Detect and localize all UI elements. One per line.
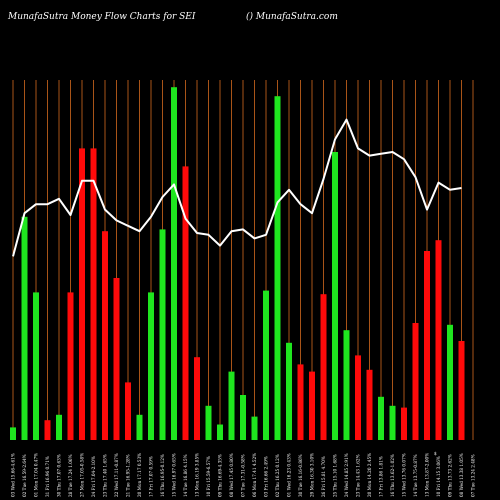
- flow-bar: [67, 292, 74, 440]
- flow-bar: [320, 294, 327, 440]
- x-tick-label: 03 Wed 15.66-4.61%: [11, 453, 16, 497]
- flow-bar: [366, 369, 373, 440]
- flow-bar: [378, 396, 384, 440]
- x-tick-label: 20 Mon 17.17 0.53%: [137, 453, 142, 497]
- x-axis-tick-labels: 03 Wed 15.66-4.61% 02 Tue 16.59-2.64% 01 M…: [11, 453, 476, 497]
- flow-bar: [33, 292, 39, 440]
- x-tick-label: 02 Thu 16.25 0.12%: [275, 454, 280, 497]
- x-tick-label: 20 Mon 14.20 2.45%: [367, 453, 372, 497]
- flow-bar: [274, 96, 281, 440]
- flow-bar: [309, 371, 315, 440]
- flow-bar: [458, 341, 465, 440]
- x-tick-label: 10 Fri 14.15 3.06%: [436, 456, 441, 497]
- x-tick-label: 22 Wed 17.11-0.87%: [114, 453, 119, 497]
- x-tick-label: 07 Tue 13.24 2.48%: [471, 454, 476, 497]
- x-tick-label: 15 Wed 13.76 0.07%: [402, 453, 407, 497]
- x-tick-label: 23 Thu 17.40 1.65%: [103, 454, 108, 497]
- x-tick-label: 08 Wed 17.45 0.80%: [229, 453, 234, 497]
- x-tick-label: 30 Tue 16.16-0.86%: [298, 454, 303, 497]
- flow-bar: [194, 357, 200, 440]
- x-tick-label: 23 Tue 14.43 1.62%: [356, 454, 361, 497]
- flow-bar: [205, 405, 212, 440]
- x-tick-label: 31 Fri 16.96 0.71%: [45, 456, 50, 497]
- x-tick-label: 29 Mon 16.30 3.10%: [310, 453, 315, 497]
- flow-bar: [355, 355, 361, 440]
- money-flow-bars: [10, 87, 465, 440]
- x-tick-label: 15 Wed 16.97 0.65%: [172, 453, 177, 497]
- flow-bar: [113, 278, 120, 440]
- flow-bar: [182, 166, 189, 440]
- flow-bar: [44, 420, 51, 440]
- x-tick-label: 13 Mon 16.19 3.85%: [195, 453, 200, 497]
- x-tick-label: 09 Thu 13.73 2.62%: [448, 454, 453, 497]
- price-line: [12, 118, 462, 257]
- flow-bar: [217, 424, 223, 440]
- flow-bar: [10, 427, 16, 440]
- flow-bar: [102, 231, 108, 440]
- x-tick-label: 14 Tue 16.86 4.15%: [183, 454, 188, 497]
- flow-bar: [424, 251, 430, 440]
- x-tick-label: 02 Tue 16.59-2.64%: [22, 454, 27, 497]
- flow-bar: [21, 216, 28, 440]
- flow-bar: [159, 229, 166, 440]
- flow-bar: [435, 240, 442, 440]
- x-tick-label: 21 Tue 16.95-1.28%: [126, 454, 131, 497]
- flow-bar: [332, 152, 338, 440]
- flow-bar: [343, 330, 350, 440]
- x-tick-label: 08 Wed 13.38 1.05%: [459, 453, 464, 497]
- flow-bar: [136, 414, 143, 440]
- x-tick-label: 14 Tue 13.75-0.87%: [413, 454, 418, 497]
- flow-bar: [90, 148, 97, 440]
- x-tick-label: 01 Mon 17.04 0.47%: [34, 453, 39, 497]
- x-tick-label: 01 Wed 16.23 0.43%: [287, 453, 292, 497]
- flow-bar: [125, 382, 131, 440]
- flow-bar: [171, 87, 177, 440]
- flow-bar: [263, 290, 269, 440]
- flow-bar: [297, 364, 304, 440]
- flow-bar: [240, 395, 246, 440]
- currency-marker: $: [434, 451, 437, 456]
- flow-bar: [56, 414, 62, 440]
- flow-bar: [286, 342, 292, 440]
- x-tick-label: 16 Thu 13.62-1.02%: [390, 454, 395, 497]
- x-tick-label: 06 Mon 17.41 4.52%: [252, 453, 257, 497]
- x-tick-label: 25 Thu 15.10 1.68%: [333, 454, 338, 497]
- x-tick-label: 16 Thu 16.95-0.12%: [160, 454, 165, 497]
- site-credit: () MunafaSutra.com: [246, 11, 338, 22]
- x-tick-label: 17 Fri 13.86 1.81%: [379, 456, 384, 497]
- flow-bar: [412, 323, 419, 440]
- x-tick-label: 10 Fri 15.59-6.57%: [206, 456, 211, 497]
- x-tick-label: 13 Mon 13.87-2.00%: [425, 453, 430, 497]
- flow-bar: [251, 416, 258, 440]
- x-tick-label: 27 Mon 17.05-0.58%: [80, 453, 85, 497]
- x-tick-label: 26 Fri 15.81 4.70%: [321, 456, 326, 497]
- x-tick-label: 03 Fri 16.66 2.49%: [264, 456, 269, 497]
- flow-bar: [401, 407, 407, 440]
- x-tick-label: 28 Tue 17.24 1.06%: [68, 454, 73, 497]
- x-tick-label: 17 Fri 17.07 0.59%: [149, 456, 154, 497]
- x-tick-label: 30 Thu 17.07 0.63%: [57, 454, 62, 497]
- flow-bar: [228, 371, 235, 440]
- flow-bar: [79, 148, 85, 440]
- flow-bar: [389, 405, 396, 440]
- x-tick-label: 24 Fri 17.04-2.10%: [91, 456, 96, 497]
- chart-title: MunafaSutra Money Flow Charts for SEI: [7, 12, 196, 22]
- x-tick-label: 24 Wed 14.85 2.91%: [344, 453, 349, 497]
- x-tick-label: 09 Thu 16.69-4.35%: [218, 454, 223, 497]
- flow-bar: [447, 324, 453, 440]
- flow-bar: [148, 292, 154, 440]
- x-tick-label: 07 Tue 17.31-0.58%: [241, 454, 246, 497]
